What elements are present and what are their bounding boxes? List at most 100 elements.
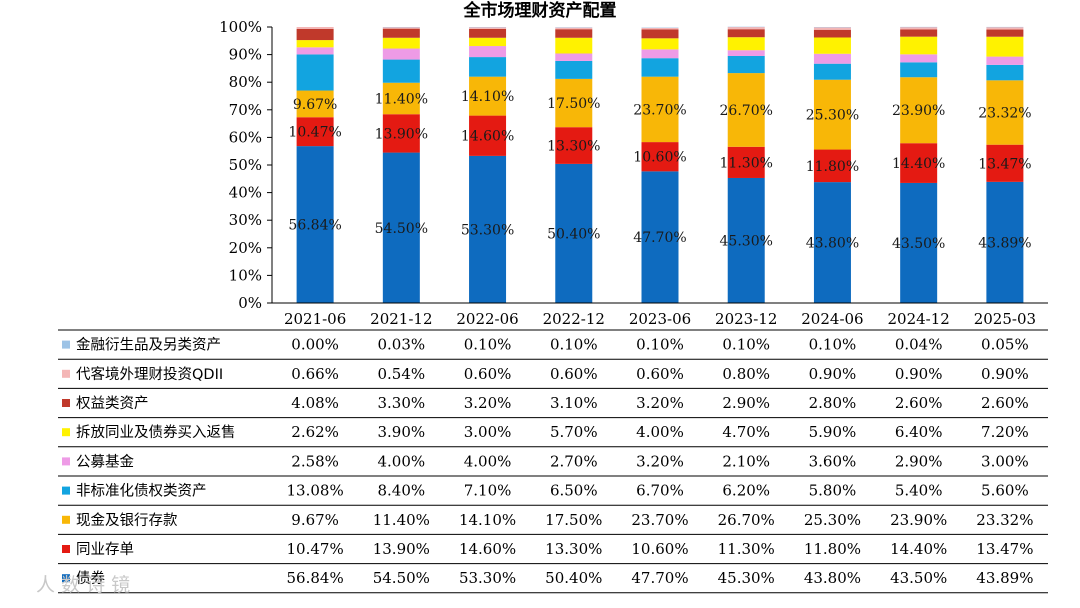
bar-segment xyxy=(986,181,1024,303)
table-cell: 2.80% xyxy=(809,394,857,412)
data-label: 23.90% xyxy=(892,103,945,119)
row-label: 现金及银行存款 xyxy=(76,512,178,529)
table-cell: 4.00% xyxy=(378,452,426,470)
bar-segment xyxy=(296,27,334,29)
table-cell: 13.08% xyxy=(287,482,344,500)
data-label: 10.47% xyxy=(288,125,341,141)
bar-segment xyxy=(555,53,593,61)
table-cell: 11.40% xyxy=(373,511,430,529)
table-cell: 14.60% xyxy=(459,540,516,558)
table-cell: 0.03% xyxy=(378,336,426,354)
data-label: 43.50% xyxy=(892,236,945,252)
x-tick-label: 2021-12 xyxy=(370,310,432,328)
bar-segment xyxy=(813,79,851,150)
table-cell: 2.58% xyxy=(291,452,339,470)
data-label: 43.89% xyxy=(978,235,1031,251)
row-label: 拆放同业及债券买入返售 xyxy=(76,424,236,441)
y-tick-label: 20% xyxy=(229,239,262,257)
data-label: 23.70% xyxy=(633,102,686,118)
table-cell: 0.00% xyxy=(291,336,339,354)
y-tick-label: 10% xyxy=(229,266,262,284)
table-cell: 56.84% xyxy=(287,569,344,587)
data-label: 14.60% xyxy=(461,129,514,145)
bar-segment xyxy=(641,171,679,303)
legend-swatch xyxy=(62,340,70,349)
table-cell: 9.67% xyxy=(291,511,339,529)
table-cell: 0.10% xyxy=(636,336,684,354)
table-cell: 2.90% xyxy=(895,452,943,470)
bar-segment xyxy=(469,155,507,303)
table-cell: 50.40% xyxy=(545,569,602,587)
row-label: 公募基金 xyxy=(76,453,134,470)
table-cell: 0.90% xyxy=(809,365,857,383)
bar-segment xyxy=(382,114,420,153)
bar-segment xyxy=(555,78,593,128)
table-cell: 6.40% xyxy=(895,423,943,441)
table-cell: 11.30% xyxy=(718,540,775,558)
table-cell: 45.30% xyxy=(718,569,775,587)
legend-swatch xyxy=(62,486,70,495)
bar-segment xyxy=(382,27,420,29)
table-cell: 0.10% xyxy=(464,336,512,354)
bar-segment xyxy=(727,73,765,147)
table-cell: 23.70% xyxy=(631,511,688,529)
bar-segment xyxy=(382,28,420,38)
bar-segment xyxy=(986,36,1024,57)
table-cell: 14.10% xyxy=(459,511,516,529)
data-label: 23.32% xyxy=(978,106,1031,122)
table-cell: 3.00% xyxy=(981,452,1029,470)
data-label: 14.40% xyxy=(892,156,945,172)
bar-segment xyxy=(900,182,938,303)
table-cell: 5.80% xyxy=(809,482,857,500)
bar-segment xyxy=(986,29,1024,37)
bar-segment xyxy=(641,142,679,172)
table-cell: 3.20% xyxy=(636,452,684,470)
bar-segment xyxy=(641,58,679,77)
table-cell: 0.90% xyxy=(895,365,943,383)
y-axis: 0% 10% 20% 30% 40% 50% 60% 70% 80% 90% 100% xyxy=(219,18,273,312)
y-tick-label: 90% xyxy=(229,46,262,64)
legend-swatch xyxy=(62,428,70,437)
bar-segment xyxy=(986,64,1024,81)
table-cell: 43.89% xyxy=(976,569,1033,587)
table-cell: 0.10% xyxy=(550,336,598,354)
bar-segment xyxy=(555,60,593,79)
y-tick-label: 60% xyxy=(229,128,262,146)
table-cell: 53.30% xyxy=(459,569,516,587)
row-label: 同业存单 xyxy=(76,541,134,558)
table-cell: 10.47% xyxy=(287,540,344,558)
bar-segment xyxy=(813,149,851,183)
legend-swatch xyxy=(62,399,70,407)
bar-segment xyxy=(986,144,1024,182)
bar-segment xyxy=(555,163,593,303)
x-tick-label: 2022-06 xyxy=(456,310,518,328)
table-cell: 3.30% xyxy=(378,394,426,412)
table-cell: 2.60% xyxy=(981,394,1029,412)
bar-segment xyxy=(727,50,765,56)
bar-segment xyxy=(986,80,1024,145)
bar-segment xyxy=(727,27,765,30)
row-label: 权益类资产 xyxy=(76,395,149,412)
table-cell: 2.70% xyxy=(550,452,598,470)
data-label: 9.67% xyxy=(293,97,337,113)
bar-segment xyxy=(813,53,851,64)
bar-segment xyxy=(382,48,420,60)
bar-segment xyxy=(900,36,938,55)
data-label: 56.84% xyxy=(288,218,341,234)
table-cell: 0.10% xyxy=(809,336,857,354)
x-tick-label: 2024-06 xyxy=(801,310,863,328)
bar-segment xyxy=(986,27,1024,30)
bar-segment xyxy=(727,177,765,303)
table-cell: 3.20% xyxy=(636,394,684,412)
bar-segment xyxy=(900,29,938,37)
bar-segment xyxy=(900,62,938,78)
legend-swatch xyxy=(62,574,70,583)
row-label: 债券 xyxy=(76,570,105,587)
table-cell: 3.60% xyxy=(809,452,857,470)
table-cell: 0.10% xyxy=(722,336,770,354)
bar-segment xyxy=(813,27,851,30)
table-cell: 3.90% xyxy=(378,423,426,441)
table-cell: 25.30% xyxy=(804,511,861,529)
data-label: 10.60% xyxy=(633,150,686,166)
